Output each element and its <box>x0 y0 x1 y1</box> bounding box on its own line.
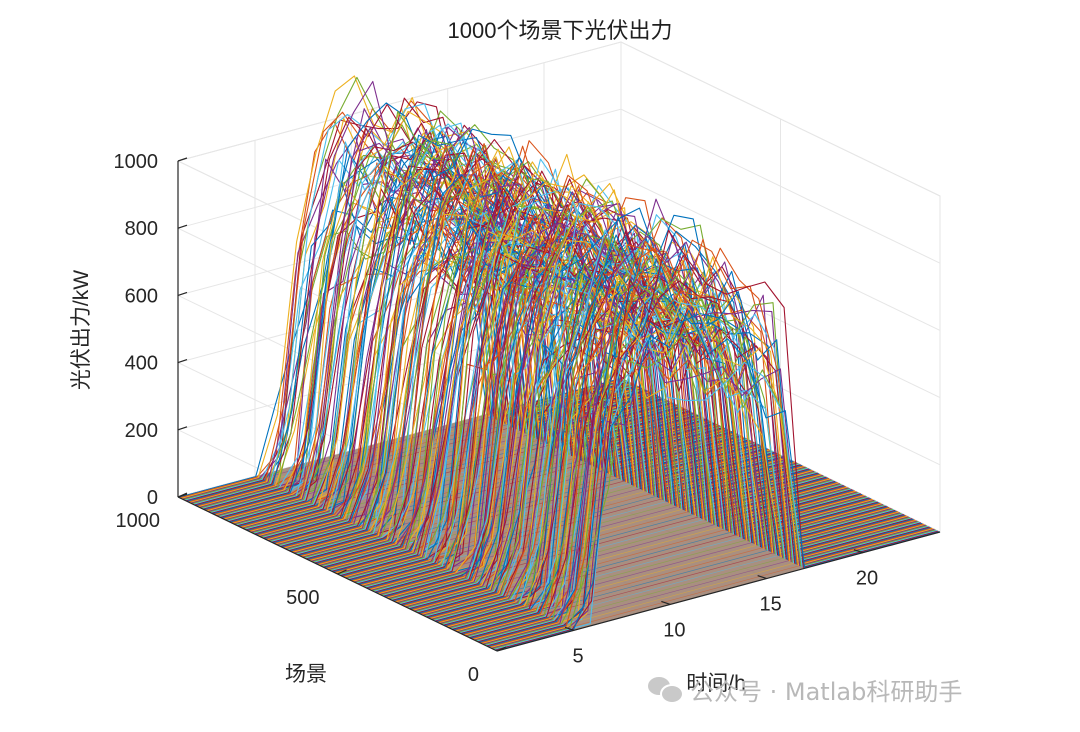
series-line <box>474 235 918 641</box>
series-line <box>328 162 772 571</box>
series-line <box>447 288 891 628</box>
series-line <box>437 312 881 623</box>
series-line <box>479 284 923 643</box>
z-tick-mark <box>177 359 188 364</box>
z-tick-label: 0 <box>147 487 158 509</box>
series-line <box>449 218 893 629</box>
series-line <box>477 296 922 643</box>
x-axis-label: 时间/h <box>686 672 746 695</box>
series-line <box>456 304 901 633</box>
wechat-icon <box>648 675 684 704</box>
series-line <box>453 237 897 631</box>
series-line <box>307 156 751 561</box>
watermark: 公众号 · Matlab科研助手 <box>648 672 962 706</box>
series-line <box>452 230 896 630</box>
y-tick-label: 0 <box>468 664 479 686</box>
y-axis-label: 场景 <box>285 663 327 686</box>
series-line <box>390 259 835 601</box>
series-line <box>461 214 906 635</box>
series-line <box>491 341 935 649</box>
y-tick-mark <box>337 569 347 575</box>
series-line <box>487 265 931 648</box>
series-line <box>380 200 825 596</box>
x-tick-label: 5 <box>572 645 583 667</box>
x-tick-label: 15 <box>760 594 782 616</box>
series-line <box>243 111 687 530</box>
series-line <box>471 238 915 640</box>
series-line <box>310 205 755 562</box>
x-axis-line <box>496 531 941 652</box>
series-lines <box>178 75 940 652</box>
chart-title: 1000个场景下光伏出力 <box>448 18 673 43</box>
y-tick-label: 500 <box>286 587 319 609</box>
x-tick-mark <box>853 549 864 554</box>
y-tick-label: 1000 <box>116 510 161 532</box>
series-line <box>245 157 690 531</box>
z-tick-label: 600 <box>125 285 158 307</box>
series-line <box>480 239 924 644</box>
y-tick-mark <box>496 646 507 652</box>
x-tick-mark <box>564 626 575 631</box>
watermark-text: 公众号 · Matlab科研助手 <box>690 677 963 706</box>
x-tick-label: 10 <box>663 619 685 641</box>
series-line <box>468 305 912 638</box>
series-line <box>391 217 836 601</box>
series-line <box>439 301 884 625</box>
series-line <box>421 189 865 616</box>
series-line <box>483 276 928 646</box>
series-line <box>438 286 882 624</box>
series-line <box>463 294 907 636</box>
series-line <box>441 309 885 625</box>
z-tick-label: 200 <box>125 420 158 442</box>
z-tick-mark <box>177 157 188 162</box>
series-line <box>185 101 630 502</box>
z-tick-label: 800 <box>125 218 158 240</box>
z-tick-mark <box>177 224 188 229</box>
series-line <box>263 139 707 539</box>
series-line <box>458 233 902 633</box>
series-line <box>459 285 903 634</box>
z-tick-mark <box>177 291 188 296</box>
series-line <box>493 337 938 651</box>
series-line <box>295 237 739 555</box>
series-line <box>317 140 761 565</box>
z-tick-label: 400 <box>125 353 158 375</box>
series-line <box>427 207 871 619</box>
series-line <box>410 275 854 610</box>
axes <box>177 157 941 652</box>
series-line <box>469 317 913 639</box>
z-tick-mark <box>177 493 188 498</box>
z-tick-label: 1000 <box>114 151 159 173</box>
series-line <box>303 173 747 559</box>
series-line <box>488 247 933 648</box>
series-line <box>485 288 929 646</box>
series-line <box>472 346 917 641</box>
series-line <box>486 280 930 647</box>
series-line <box>443 260 887 626</box>
series-line <box>432 237 876 621</box>
z-axis-label: 光伏出力/kW <box>70 270 93 390</box>
x-tick-mark <box>757 574 767 580</box>
x-tick-label: 20 <box>856 568 878 590</box>
z-tick-mark <box>177 426 188 431</box>
series-line <box>492 326 936 650</box>
series-line <box>495 230 939 651</box>
series-line <box>476 300 920 642</box>
series-line <box>436 259 880 623</box>
x-tick-mark <box>661 600 671 606</box>
series-line <box>490 293 934 649</box>
series-line <box>363 238 808 588</box>
series-line <box>475 289 919 642</box>
series-line <box>470 316 914 639</box>
series-line <box>481 252 925 645</box>
series-line <box>445 266 890 627</box>
